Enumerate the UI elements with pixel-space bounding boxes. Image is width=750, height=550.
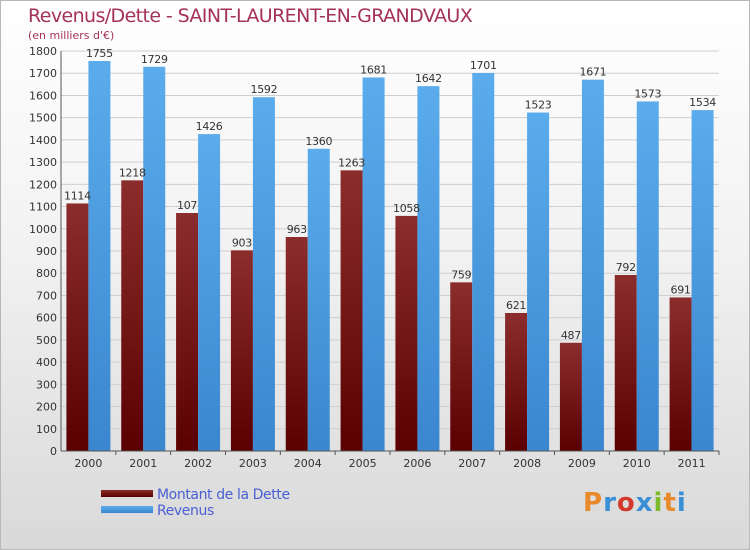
axes: 0 100 200 300 400 500 600 700 800 900 1000 1100 1200…: [29, 45, 720, 470]
bar-revenue: [252, 97, 275, 451]
bar-debt: [505, 313, 528, 451]
y-tick-label: 1700: [29, 67, 57, 80]
bar-debt: [176, 213, 199, 451]
x-tick-label: 2007: [458, 457, 486, 470]
bar-revenue: [636, 101, 659, 451]
y-tick-label: 800: [36, 267, 57, 280]
y-tick-label: 300: [36, 378, 57, 391]
y-tick-label: 1800: [29, 45, 57, 58]
logo-letter: x: [635, 488, 654, 518]
legend-label-debt: Montant de la Dette: [157, 487, 290, 503]
data-label-revenue: 1592: [251, 83, 278, 96]
legend-swatch-revenue: [101, 506, 153, 513]
bar-revenue: [362, 77, 385, 451]
bar-revenue: [143, 66, 166, 452]
bar-debt: [559, 342, 582, 451]
data-label-revenue: 1523: [525, 99, 552, 112]
logo-letter: P: [583, 488, 604, 518]
data-label-debt: 1114: [64, 189, 91, 202]
bar-debt: [230, 250, 253, 451]
y-tick-label: 1600: [29, 89, 57, 102]
y-tick-label: 1100: [29, 201, 57, 214]
x-tick-label: 2001: [129, 457, 157, 470]
data-label-debt: 691: [671, 283, 691, 296]
legend-label-revenue: Revenus: [157, 503, 214, 519]
data-label-revenue: 1573: [634, 87, 661, 100]
gridlines: [61, 50, 719, 452]
bar-debt: [669, 297, 692, 451]
y-tick-label: 1500: [29, 112, 57, 125]
bar-debt: [285, 237, 308, 451]
y-tick-label: 1000: [29, 223, 57, 236]
y-tick-label: 600: [36, 312, 57, 325]
bars: [66, 61, 714, 452]
logo-letter: i: [653, 488, 664, 518]
x-tick-label: 2010: [623, 457, 651, 470]
data-label-debt: 759: [451, 268, 471, 281]
bar-revenue: [307, 148, 330, 451]
data-label-revenue: 1671: [580, 66, 607, 79]
data-label-debt: 1263: [338, 156, 365, 169]
data-label-debt: 1218: [119, 166, 146, 179]
bar-debt: [340, 170, 363, 452]
bar-revenue: [527, 112, 550, 452]
chart-subtitle: (en milliers d'€): [28, 29, 115, 42]
y-tick-label: 1300: [29, 156, 57, 169]
data-label-revenue: 1755: [86, 47, 113, 60]
y-tick-label: 700: [36, 289, 57, 302]
data-label-debt: 903: [232, 236, 252, 249]
y-tick-label: 500: [36, 334, 57, 347]
x-tick-label: 2008: [513, 457, 541, 470]
y-tick-label: 400: [36, 356, 57, 369]
logo-letter: r: [603, 488, 617, 518]
proxiti-logo: Proxiti: [583, 488, 687, 518]
data-labels: 1114 1755 1218 1729 107 1426 903 1592 963 1360 126…: [64, 47, 717, 342]
x-tick-label: 2005: [349, 457, 377, 470]
x-tick-label: 2009: [568, 457, 596, 470]
bar-revenue: [88, 61, 111, 451]
bar-debt: [395, 215, 418, 451]
x-tick-label: 2002: [184, 457, 212, 470]
bar-revenue: [417, 86, 440, 451]
data-label-debt: 621: [506, 299, 526, 312]
bar-revenue: [581, 79, 604, 452]
y-tick-label: 1400: [29, 134, 57, 147]
x-tick-label: 2000: [74, 457, 102, 470]
y-tick-label: 1200: [29, 178, 57, 191]
bar-debt: [450, 282, 473, 451]
data-label-debt: 1058: [393, 202, 420, 215]
data-label-debt: 963: [287, 223, 307, 236]
legend-swatch-debt: [101, 490, 153, 497]
data-label-revenue: 1701: [470, 59, 497, 72]
data-label-revenue: 1534: [689, 96, 716, 109]
bar-revenue: [472, 73, 495, 451]
x-tick-label: 2006: [403, 457, 431, 470]
bar-revenue: [198, 134, 221, 451]
logo-letter: i: [676, 488, 687, 518]
bar-debt: [121, 180, 144, 452]
data-label-revenue: 1681: [360, 63, 387, 76]
data-label-revenue: 1729: [141, 53, 168, 66]
x-tick-label: 2004: [294, 457, 322, 470]
data-label-debt: 487: [561, 329, 581, 342]
data-label-debt: 107: [177, 199, 197, 212]
x-tick-label: 2003: [239, 457, 267, 470]
data-label-revenue: 1360: [305, 135, 332, 148]
y-tick-label: 100: [36, 423, 57, 436]
y-tick-label: 200: [36, 401, 57, 414]
logo-letter: t: [663, 488, 677, 518]
bar-revenue: [691, 110, 714, 451]
data-label-debt: 792: [616, 261, 636, 274]
data-label-revenue: 1642: [415, 72, 442, 85]
y-tick-label: 900: [36, 245, 57, 258]
chart-title: Revenus/Dette - SAINT-LAURENT-EN-GRANDVA…: [28, 5, 473, 27]
bar-debt: [614, 275, 637, 451]
y-tick-label: 0: [50, 445, 57, 458]
data-label-revenue: 1426: [196, 120, 223, 133]
bar-debt: [66, 203, 89, 451]
logo-letter: o: [616, 488, 636, 518]
x-tick-label: 2011: [678, 457, 706, 470]
